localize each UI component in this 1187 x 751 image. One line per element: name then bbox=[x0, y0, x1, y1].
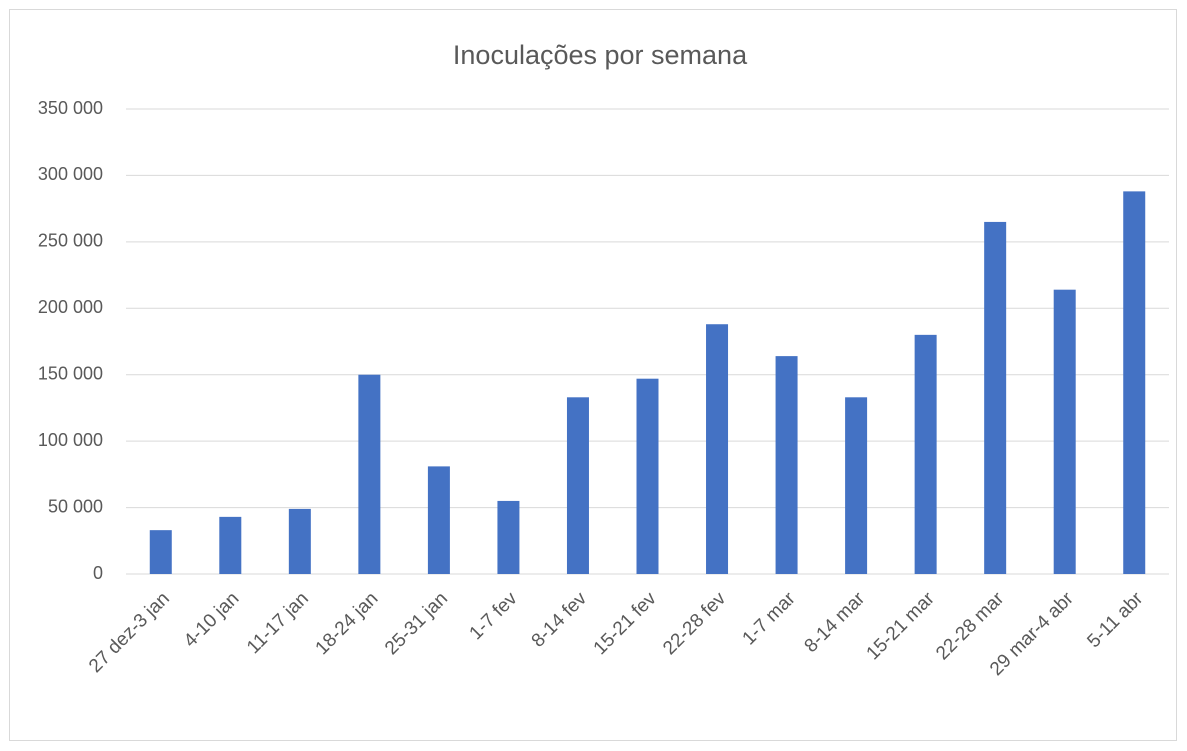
y-tick-label: 300 000 bbox=[38, 164, 103, 184]
bar bbox=[497, 500, 520, 574]
bar bbox=[775, 356, 798, 574]
bar bbox=[1123, 191, 1146, 574]
y-tick-label: 250 000 bbox=[38, 231, 103, 251]
y-tick-label: 150 000 bbox=[38, 363, 103, 383]
bar bbox=[1053, 289, 1076, 574]
bar bbox=[706, 324, 729, 574]
y-tick-label: 50 000 bbox=[48, 496, 103, 516]
bar bbox=[219, 516, 242, 574]
bar bbox=[427, 466, 450, 574]
bar bbox=[149, 530, 172, 574]
y-tick-label: 350 000 bbox=[38, 98, 103, 118]
bar bbox=[566, 397, 589, 574]
bar bbox=[845, 397, 868, 574]
chart-title: Inoculações por semana bbox=[453, 40, 748, 70]
bar bbox=[984, 221, 1007, 574]
y-tick-label: 200 000 bbox=[38, 297, 103, 317]
bar bbox=[288, 508, 311, 574]
bar bbox=[636, 378, 659, 574]
y-tick-label: 0 bbox=[93, 563, 103, 583]
y-tick-label: 100 000 bbox=[38, 430, 103, 450]
bar bbox=[358, 374, 381, 574]
bar bbox=[914, 334, 937, 574]
